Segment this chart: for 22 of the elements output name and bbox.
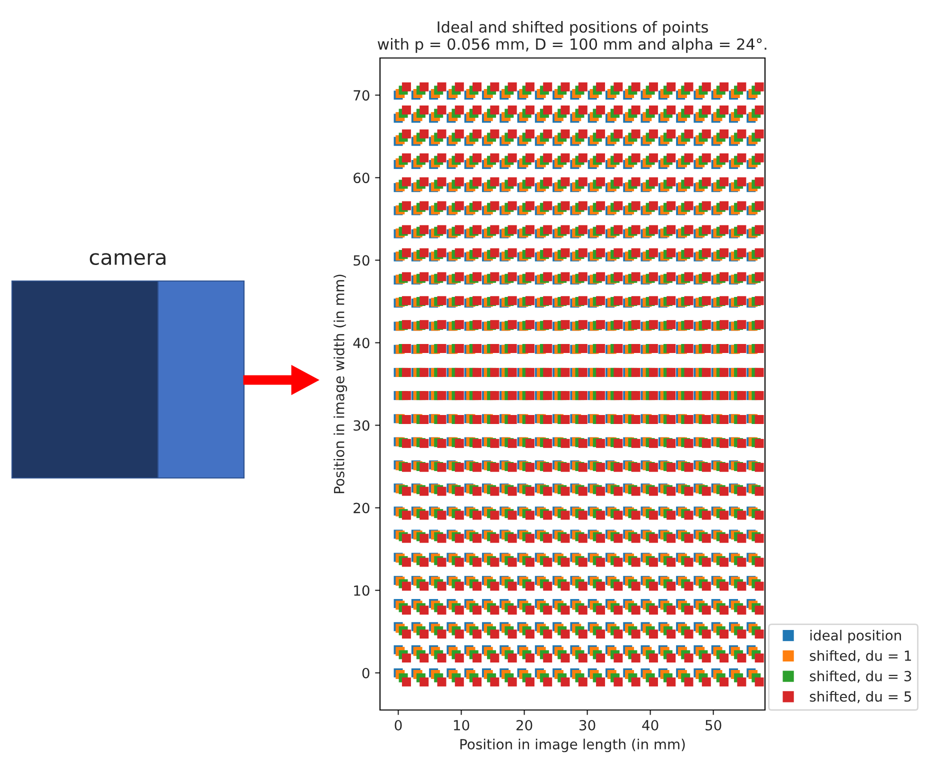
x-tick-label: 10: [454, 720, 470, 730]
x-tick-label: 40: [642, 720, 658, 730]
x-tick-label: 0: [394, 720, 402, 730]
y-tick-label: 40: [353, 338, 370, 348]
legend-label: ideal position: [810, 630, 901, 644]
x-tick-label: 20: [516, 720, 532, 730]
text: camera: [90, 253, 166, 266]
y-tick-label: 20: [354, 502, 370, 514]
y-tick-label: 50: [354, 255, 370, 266]
chart-title: Ideal and shifted positions of points with p = 0.056 mm, D = 100 mm and alpha = 24°.: [378, 20, 766, 53]
y-tick-label: 60: [354, 172, 370, 184]
y-axis-title: Position in image width (in mm): [334, 274, 348, 494]
legend-label: shifted, du = 1: [810, 650, 911, 662]
y-tick-label: 0: [362, 668, 370, 678]
y-tick-label: 10: [354, 585, 370, 596]
x-tick-label: 30: [580, 720, 596, 730]
x-tick-label: 50: [706, 720, 722, 730]
y-tick-label: 70: [354, 90, 370, 101]
y-tick-label: 30: [354, 420, 370, 431]
x-axis-title: Position in image length (in mm): [460, 738, 685, 752]
legend-label: shifted, du = 5: [810, 691, 912, 704]
legend-label: shifted, du = 3: [810, 670, 912, 683]
